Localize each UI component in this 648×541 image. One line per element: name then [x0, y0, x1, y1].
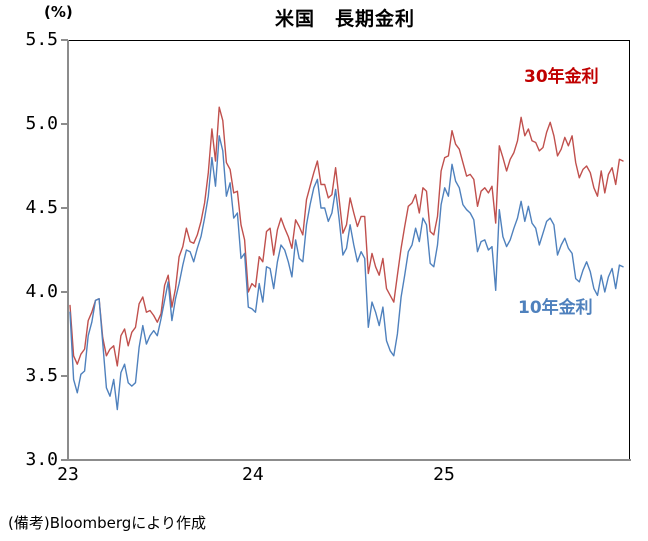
series-label-30y: 30年金利 — [524, 67, 599, 87]
line-series-10y — [69, 135, 624, 411]
plot-frame — [68, 40, 630, 460]
y-tick-label: 3.0 — [25, 449, 58, 470]
y-axis-unit-label: (%) — [44, 3, 73, 21]
y-tick-label: 4.0 — [25, 281, 58, 302]
source-note: (備考)Bloombergにより作成 — [8, 514, 207, 532]
x-tick-label: 25 — [433, 464, 455, 485]
x-tick-label: 23 — [57, 464, 79, 485]
chart-title: 米国 長期金利 — [274, 8, 415, 30]
series-label-10y: 10年金利 — [518, 298, 593, 318]
y-tick-label: 3.5 — [25, 365, 58, 386]
y-tick-label: 5.0 — [25, 113, 58, 134]
line-series-30y — [69, 106, 624, 367]
x-tick-label: 24 — [242, 464, 264, 485]
y-tick-label: 4.5 — [25, 197, 58, 218]
y-tick-label: 5.5 — [25, 29, 58, 50]
